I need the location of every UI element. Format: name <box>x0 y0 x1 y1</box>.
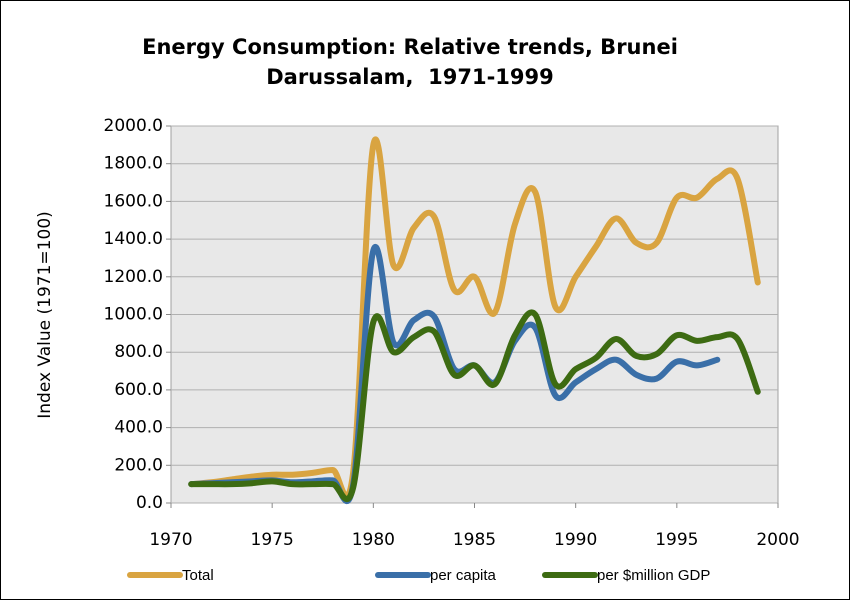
y-tick-label: 800.0 <box>114 342 163 362</box>
series-line <box>188 309 761 503</box>
y-tick-label: 0.0 <box>136 493 163 513</box>
chart-title: Darussalam, 1971-1999 <box>266 65 554 89</box>
x-tick-label: 1990 <box>554 530 597 550</box>
x-tick-label: 2000 <box>756 530 799 550</box>
y-tick-label: 1400.0 <box>104 229 163 249</box>
y-axis-label: Index Value (1971=100) <box>35 211 55 419</box>
x-tick-label: 1985 <box>453 530 496 550</box>
y-tick-label: 1000.0 <box>104 305 163 325</box>
y-tick-label: 1800.0 <box>104 154 163 174</box>
legend-label: Total <box>182 567 214 584</box>
y-tick-label: 600.0 <box>114 380 163 400</box>
y-tick-label: 1600.0 <box>104 191 163 211</box>
x-tick-label: 1995 <box>655 530 698 550</box>
y-tick-label: 2000.0 <box>104 116 163 136</box>
x-tick-label: 1970 <box>149 530 192 550</box>
x-tick-label: 1980 <box>352 530 395 550</box>
x-tick-label: 1975 <box>251 530 294 550</box>
series-line <box>188 136 761 499</box>
legend-label: per $million GDP <box>597 567 710 584</box>
chart-title: Energy Consumption: Relative trends, Bru… <box>142 35 678 59</box>
y-tick-label: 400.0 <box>114 418 163 438</box>
legend-label: per capita <box>430 567 497 584</box>
y-tick-label: 1200.0 <box>104 267 163 287</box>
y-tick-label: 200.0 <box>114 455 163 475</box>
